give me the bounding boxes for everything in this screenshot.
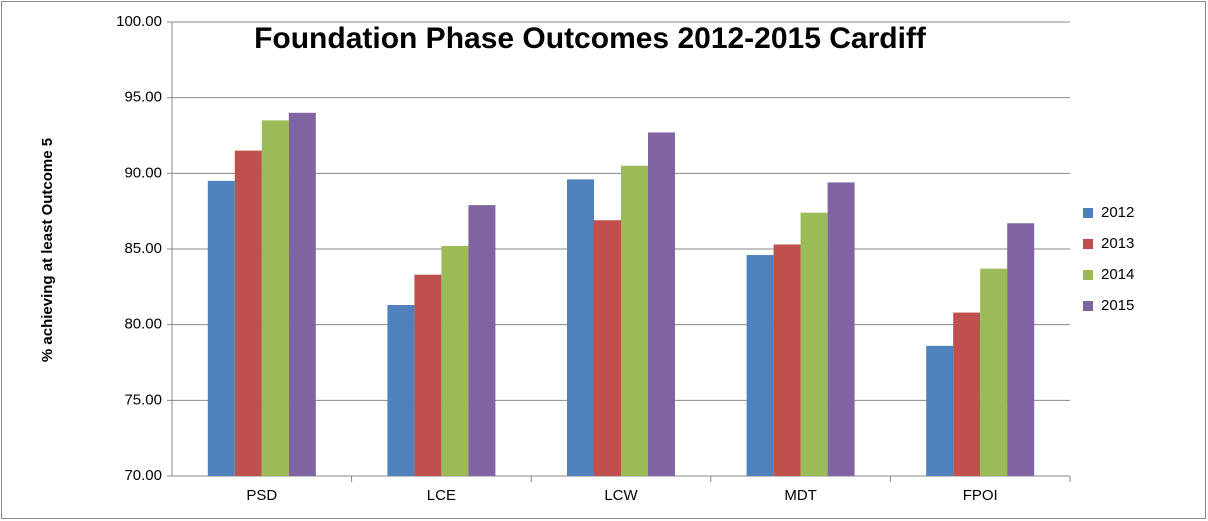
legend-swatch (1083, 270, 1093, 280)
legend-label: 2012 (1101, 204, 1134, 221)
bar (953, 312, 981, 476)
bar (621, 165, 648, 476)
x-tick-label: LCE (427, 487, 456, 504)
legend-label: 2015 (1101, 297, 1134, 314)
x-tick-label: LCW (604, 487, 638, 504)
bar (234, 150, 262, 476)
bar (468, 205, 496, 476)
y-tick-label: 95.00 (124, 89, 162, 106)
y-tick-label: 85.00 (124, 240, 162, 257)
y-tick-label: 80.00 (124, 316, 162, 333)
bar (567, 179, 594, 477)
bar (387, 304, 415, 476)
legend-label: 2014 (1101, 266, 1134, 283)
legend-label: 2013 (1101, 235, 1134, 252)
x-tick-label: FPOI (963, 487, 998, 504)
y-axis-label: % achieving at least Outcome 5 (39, 138, 56, 362)
x-tick-label: PSD (246, 487, 277, 504)
y-tick-label: 90.00 (124, 164, 162, 181)
y-tick-label: 70.00 (124, 467, 162, 484)
bar (1007, 223, 1035, 476)
bar (773, 244, 801, 476)
x-tick-label: MDT (784, 487, 817, 504)
y-tick-label: 75.00 (124, 391, 162, 408)
legend-swatch (1083, 239, 1093, 249)
bar (207, 180, 235, 476)
bar (594, 220, 621, 476)
legend-swatch (1083, 208, 1093, 218)
chart-title: Foundation Phase Outcomes 2012-2015 Card… (254, 22, 927, 55)
bar (980, 268, 1008, 476)
bar (827, 182, 855, 476)
bar (414, 274, 442, 476)
legend-swatch (1083, 301, 1093, 311)
bar (261, 120, 289, 476)
bar (926, 345, 954, 476)
bar (441, 245, 469, 476)
bar (746, 255, 774, 476)
y-tick-label: 100.00 (116, 13, 162, 30)
bar (288, 112, 316, 477)
bar (800, 212, 828, 476)
bar (648, 132, 675, 476)
